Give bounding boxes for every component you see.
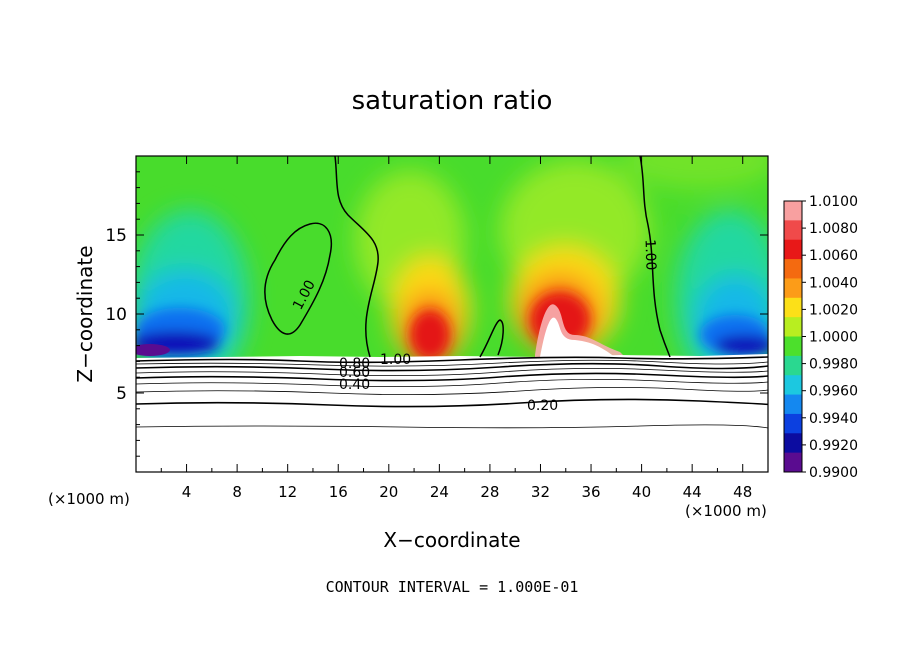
colorbar-swatch-5: [784, 297, 802, 318]
contour-labels: 1.00 1.00 1.00 0.80 0.60 0.40 0.20: [290, 239, 658, 414]
colorbar-swatch-9: [784, 375, 802, 396]
x-tick-label-8: 36: [581, 483, 600, 501]
colorbar-swatch-8: [784, 355, 802, 376]
colorbar-swatch-1: [784, 220, 802, 241]
colorbar-swatch-7: [784, 336, 802, 357]
colorbar-label-10: 0.9900: [809, 465, 858, 481]
x-axis-label: X−coordinate: [383, 528, 520, 552]
colorbar-label-0: 1.0100: [809, 194, 858, 210]
contour-label-6: 0.40: [339, 377, 370, 393]
field-undefined-patch: [540, 317, 615, 357]
colorbar-swatch-4: [784, 278, 802, 299]
contour-label-3: 1.00: [380, 352, 411, 368]
colorbar-label-7: 0.9960: [809, 384, 858, 400]
contour-label-4: 0.80: [339, 356, 370, 372]
contour-label-5: 0.60: [339, 365, 370, 381]
lower-contours: [136, 356, 768, 429]
colorbar-label-5: 1.0000: [809, 330, 858, 346]
y-axis-label: Z−coordinate: [73, 245, 97, 382]
x-tick-label-9: 40: [632, 483, 651, 501]
x-tick-label-4: 20: [379, 483, 398, 501]
colorbar-label-1: 1.0080: [809, 221, 858, 237]
colorbar-swatch-6: [784, 317, 802, 337]
colorbar: 1.0100 1.0080 1.0060 1.0040 1.0020 1.0000 0.99…: [783, 194, 858, 481]
contour-interval-note: CONTOUR INTERVAL = 1.000E-01: [325, 578, 579, 596]
colorbar-label-8: 0.9940: [809, 411, 858, 427]
y-tick-label-2: 15: [105, 226, 127, 246]
colorbar-swatch-13: [784, 452, 802, 473]
x-tick-label-6: 28: [480, 483, 499, 501]
colorbar-label-6: 0.9980: [809, 357, 858, 373]
lower-region: [136, 354, 768, 472]
x-tick-label-11: 48: [733, 483, 752, 501]
colorbar-swatch-12: [784, 433, 802, 454]
colorbar-swatch-11: [784, 413, 802, 434]
field-layer: [136, 156, 768, 472]
x-unit-label-right: (×1000 m): [685, 502, 767, 520]
x-tick-label-7: 32: [531, 483, 550, 501]
colorbar-swatch-3: [784, 259, 802, 279]
x-tick-label-1: 8: [232, 483, 242, 501]
x-tick-label-5: 24: [430, 483, 449, 501]
field-min-core: [136, 344, 170, 356]
colorbar-swatch-10: [784, 394, 802, 415]
y-axis: 5 10 15: [105, 171, 768, 457]
colorbar-label-9: 0.9920: [809, 438, 858, 454]
x-tick-label-2: 12: [278, 483, 297, 501]
x-axis: 4 8 12 16 20 24 28 32 36 40 44 48: [160, 156, 752, 501]
colorbar-swatch-0: [784, 201, 802, 221]
x-tick-label-3: 16: [329, 483, 348, 501]
chart-title: saturation ratio: [351, 86, 553, 116]
colorbar-label-3: 1.0040: [809, 275, 858, 291]
x-tick-label-0: 4: [182, 483, 192, 501]
x-tick-label-10: 44: [683, 483, 702, 501]
unity-contours: [264, 156, 671, 358]
contour-label-2: 1.00: [641, 239, 658, 271]
contour-label-7: 0.20: [527, 398, 558, 414]
x-unit-label-left: (×1000 m): [48, 490, 130, 508]
colorbar-label-4: 1.0020: [809, 302, 858, 318]
y-tick-label-1: 10: [105, 305, 127, 325]
y-tick-label-0: 5: [116, 384, 127, 404]
colorbar-swatch-2: [784, 239, 802, 260]
colorbar-label-2: 1.0060: [809, 248, 858, 264]
